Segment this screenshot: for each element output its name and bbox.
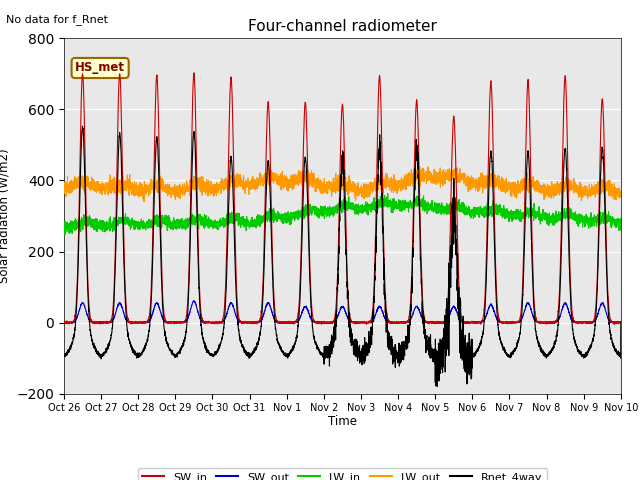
Title: Four-channel radiometer: Four-channel radiometer [248, 20, 437, 35]
X-axis label: Time: Time [328, 415, 357, 428]
Y-axis label: Solar radiation (W/m2): Solar radiation (W/m2) [0, 149, 11, 283]
Legend: SW_in, SW_out, LW_in, LW_out, Rnet_4way: SW_in, SW_out, LW_in, LW_out, Rnet_4way [138, 468, 547, 480]
Text: No data for f_Rnet: No data for f_Rnet [6, 14, 108, 25]
Text: HS_met: HS_met [75, 61, 125, 74]
